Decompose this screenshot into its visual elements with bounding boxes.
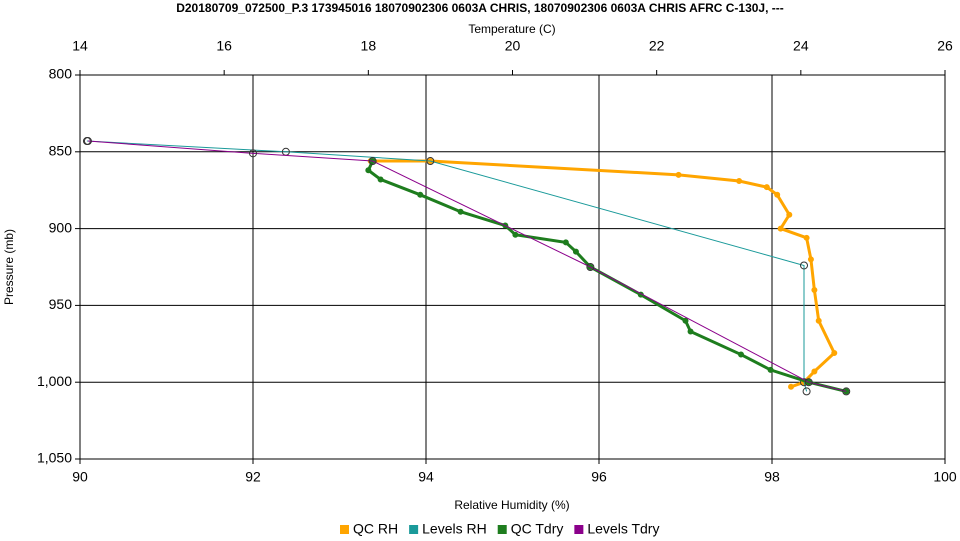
legend-label: QC Tdry [511, 521, 564, 537]
data-point [807, 256, 814, 263]
data-point [682, 317, 689, 324]
y-tick-label: 850 [49, 143, 73, 159]
x2-tick-label: 20 [505, 38, 521, 54]
data-point [811, 287, 818, 294]
data-point [763, 184, 770, 191]
data-point [572, 248, 579, 255]
data-point [457, 208, 464, 215]
data-point [426, 157, 435, 166]
data-point [83, 137, 92, 146]
x-tick-label: 100 [933, 469, 957, 485]
data-point [675, 171, 682, 178]
data-point [786, 211, 793, 218]
data-point [803, 234, 810, 241]
data-point [377, 176, 384, 183]
legend-swatch [340, 525, 349, 534]
data-point [586, 263, 595, 271]
y-tick-label: 1,000 [37, 373, 72, 389]
y-tick-label: 1,050 [37, 450, 72, 466]
series-line [87, 140, 847, 392]
data-point [736, 177, 743, 184]
x-tick-label: 94 [418, 469, 434, 485]
data-point [815, 317, 822, 324]
legend-label: Levels RH [422, 521, 487, 537]
data-point [777, 225, 784, 232]
y-tick-label: 900 [49, 219, 73, 235]
y-tick-label: 800 [49, 66, 73, 82]
x-tick-label: 96 [591, 469, 607, 485]
data-point [767, 366, 774, 373]
plot-frame [79, 74, 946, 460]
y-axis-label: Pressure (mb) [2, 229, 16, 305]
legend-swatch [574, 525, 584, 534]
data-point [774, 191, 781, 198]
data-point [687, 328, 694, 335]
data-point [738, 351, 745, 358]
data-point [788, 383, 795, 390]
legend-swatch [409, 525, 419, 534]
data-point [365, 167, 372, 174]
data-point [802, 387, 811, 396]
x-axis-label: Relative Humidity (%) [454, 498, 569, 512]
data-point [417, 191, 424, 198]
data-point [831, 350, 838, 357]
data-point [368, 157, 377, 166]
data-point [804, 378, 813, 387]
x2-tick-label: 16 [216, 38, 232, 54]
data-point [800, 261, 809, 270]
data-point [249, 149, 257, 158]
chart-title: D20180709_072500_P.3 173945016 180709023… [176, 1, 784, 15]
y-tick-label: 950 [49, 296, 73, 312]
data-point [842, 387, 851, 396]
x2-tick-label: 24 [793, 38, 809, 54]
series-line [370, 159, 837, 389]
x2-tick-label: 22 [649, 38, 665, 54]
x-tick-label: 92 [245, 469, 261, 485]
x2-tick-label: 18 [361, 38, 377, 54]
data-point [811, 368, 818, 375]
x-tick-label: 90 [72, 469, 88, 485]
legend-label: Levels Tdry [587, 521, 659, 537]
x-tick-label: 98 [764, 469, 780, 485]
x2-tick-label: 26 [937, 38, 953, 54]
data-point [512, 231, 519, 238]
x2-axis-label: Temperature (C) [468, 22, 555, 36]
data-point [562, 239, 569, 246]
legend-swatch [497, 525, 507, 534]
legend-label: QC RH [353, 521, 398, 537]
x2-tick-label: 14 [72, 38, 88, 54]
